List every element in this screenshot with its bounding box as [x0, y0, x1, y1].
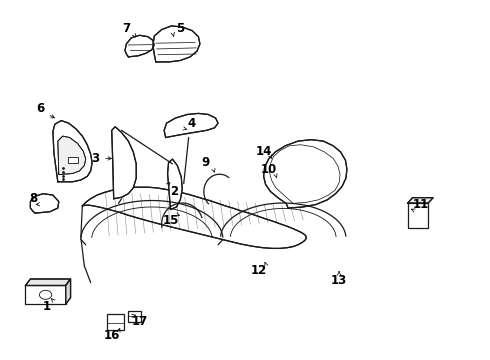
- Polygon shape: [112, 127, 136, 199]
- Text: 17: 17: [131, 315, 148, 328]
- Polygon shape: [168, 159, 182, 210]
- Text: 3: 3: [92, 152, 99, 165]
- Ellipse shape: [39, 290, 52, 300]
- Text: 4: 4: [187, 117, 195, 130]
- Text: 11: 11: [412, 198, 429, 211]
- Text: 2: 2: [170, 185, 178, 198]
- Polygon shape: [58, 136, 86, 175]
- Text: 12: 12: [250, 264, 267, 277]
- Text: 14: 14: [255, 145, 272, 158]
- Polygon shape: [153, 26, 200, 62]
- Polygon shape: [125, 35, 154, 57]
- Polygon shape: [53, 121, 92, 182]
- Bar: [128, 311, 141, 322]
- Text: 16: 16: [103, 329, 120, 342]
- Bar: [107, 314, 124, 330]
- Bar: [408, 203, 428, 228]
- Text: 1: 1: [43, 300, 50, 313]
- Text: 7: 7: [122, 22, 130, 35]
- Text: 9: 9: [202, 156, 210, 169]
- Text: 10: 10: [260, 163, 277, 176]
- Bar: [25, 285, 66, 304]
- Polygon shape: [30, 194, 59, 213]
- Polygon shape: [25, 279, 71, 285]
- Polygon shape: [264, 140, 347, 208]
- Text: 15: 15: [162, 214, 179, 227]
- Text: 6: 6: [36, 102, 44, 115]
- Polygon shape: [66, 279, 71, 304]
- Polygon shape: [82, 187, 306, 248]
- Text: 8: 8: [29, 192, 37, 205]
- Polygon shape: [408, 198, 433, 203]
- Text: 13: 13: [331, 274, 347, 287]
- Bar: [68, 157, 78, 163]
- Text: 5: 5: [176, 22, 184, 35]
- Polygon shape: [164, 113, 218, 138]
